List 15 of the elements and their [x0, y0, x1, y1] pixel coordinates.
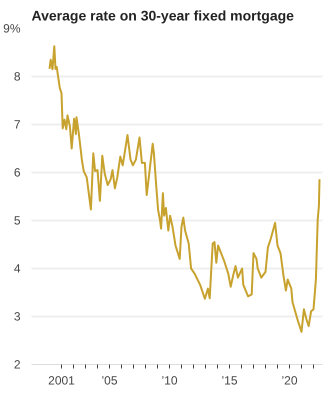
y-tick-label: 5 [14, 214, 21, 228]
chart-title: Average rate on 30-year fixed mortgage [32, 8, 294, 24]
y-tick-label: 3 [14, 310, 21, 324]
y-tick-label: 2 [14, 358, 21, 372]
y-tick-label: 7 [14, 118, 21, 132]
x-tick-label: ’05 [101, 374, 118, 388]
x-tick-label: 2001 [48, 374, 76, 388]
line-series [48, 45, 320, 333]
y-tick-label: 9% [3, 22, 21, 36]
x-tick-label: ’15 [221, 374, 238, 388]
x-tick-label: ’20 [281, 374, 298, 388]
x-tick-label: ’10 [161, 374, 178, 388]
y-tick-label: 8 [14, 70, 21, 84]
y-tick-label: 4 [14, 262, 21, 276]
y-tick-label: 6 [14, 166, 21, 180]
